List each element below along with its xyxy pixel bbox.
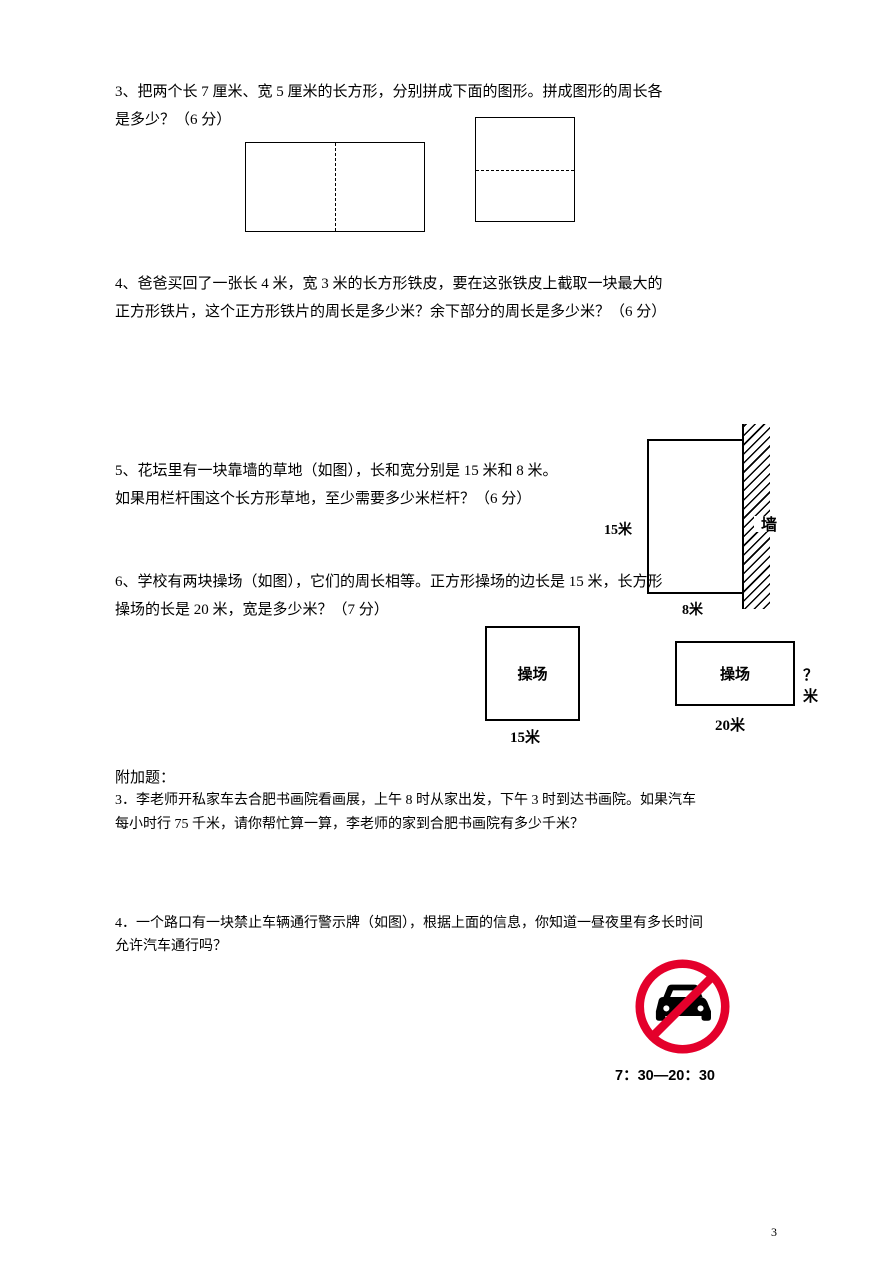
q3-rect-vertical [475, 117, 575, 222]
no-car-sign-wrap: 7：30—20：30 [115, 959, 777, 1089]
appendix: 附加题： 3．李老师开私家车去合肥书画院看画展，上午 8 时从家出发，下午 3 … [115, 766, 777, 1089]
q6-square: 操场 [485, 626, 580, 721]
q6-text-line2: 操场的长是 20 米，宽是多少米？（7 分） [115, 598, 777, 622]
q6-rectangle: 操场 [675, 641, 795, 706]
no-car-sign-time: 7：30—20：30 [615, 1064, 715, 1085]
q4-block: 4、爸爸买回了一张长 4 米，宽 3 米的长方形铁皮，要在这张铁皮上截取一块最大… [115, 272, 777, 324]
q5-text-line2: 如果用栏杆围这个长方形草地，至少需要多少米栏杆？（6 分） [115, 487, 582, 511]
q5-rect [647, 439, 742, 594]
q3-text-line2: 是多少？（6 分） [115, 108, 777, 132]
q5-text-line1: 5、花坛里有一块靠墙的草地（如图），长和宽分别是 15 米和 8 米。 [115, 459, 582, 483]
q6-rect-unknown-label: ？米 [803, 664, 818, 706]
q4-text-line2: 正方形铁片，这个正方形铁片的周长是多少米？余下部分的周长是多少米？（6 分） [115, 300, 777, 324]
q4-text-line1: 4、爸爸买回了一张长 4 米，宽 3 米的长方形铁皮，要在这张铁皮上截取一块最大… [115, 272, 777, 296]
q6-square-side-label: 15米 [510, 726, 540, 747]
q3-text-line1: 3、把两个长 7 厘米、宽 5 厘米的长方形，分别拼成下面的图形。拼成图形的周长… [115, 80, 777, 104]
q6-rect-length-label: 20米 [715, 714, 745, 735]
appendix-q4-line2: 允许汽车通行吗？ [115, 935, 777, 959]
page-number: 3 [771, 1225, 777, 1240]
q5-label-wall: 墙 [754, 516, 778, 532]
appendix-title: 附加题： [115, 766, 777, 787]
q3-figures [115, 142, 777, 232]
appendix-q3-line1: 3．李老师开私家车去合肥书画院看画展，上午 8 时从家出发，下午 3 时到达书画… [115, 789, 777, 813]
appendix-q3-line2: 每小时行 75 千米，请你帮忙算一算，李老师的家到合肥书画院有多少千米？ [115, 813, 777, 837]
q5-block: 5、花坛里有一块靠墙的草地（如图），长和宽分别是 15 米和 8 米。 如果用栏… [115, 459, 777, 515]
no-car-sign-icon [635, 959, 730, 1054]
q3-rect-horizontal [245, 142, 425, 232]
appendix-q4-line1: 4．一个路口有一块禁止车辆通行警示牌（如图），根据上面的信息，你知道一昼夜里有多… [115, 912, 777, 936]
q5-label-width: 8米 [682, 599, 703, 619]
q6-figures: 操场 15米 操场 20米 ？米 [115, 626, 777, 746]
q5-label-height: 15米 [604, 519, 632, 539]
q6-block: 6、学校有两块操场（如图），它们的周长相等。正方形操场的边长是 15 米，长方形… [115, 570, 777, 746]
